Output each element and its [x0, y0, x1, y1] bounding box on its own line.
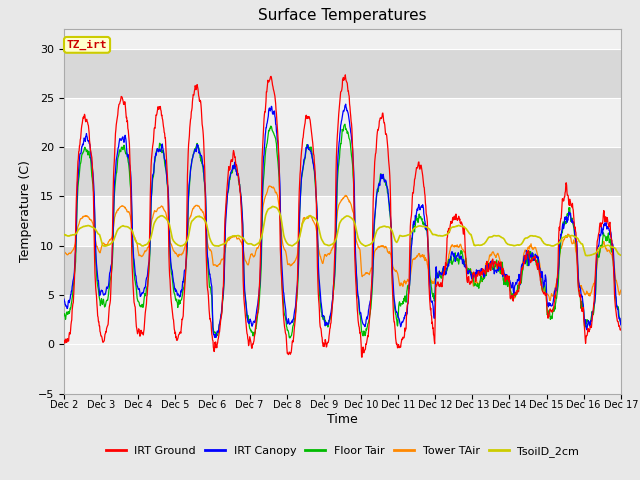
Tower TAir [184, 226, 191, 232]
Tower TAir [170, 248, 178, 254]
IRT Ground [246, 336, 254, 341]
IRT Ground [429, 332, 437, 337]
Floor Tair [246, 326, 254, 332]
Bar [64, 246, 621, 295]
Tower TAir [502, 277, 509, 283]
Line: IRT Canopy: IRT Canopy [64, 104, 621, 337]
Floor Tair [60, 312, 68, 318]
TsoilD_2cm [184, 236, 191, 241]
IRT Canopy [212, 335, 220, 340]
IRT Canopy [246, 318, 254, 324]
Line: Floor Tair: Floor Tair [64, 124, 621, 338]
Floor Tair [429, 295, 437, 301]
Floor Tair [502, 280, 510, 286]
IRT Ground [170, 326, 178, 332]
X-axis label: Time: Time [327, 413, 358, 426]
Bar [64, 147, 621, 196]
TsoilD_2cm [583, 253, 591, 259]
IRT Ground [502, 275, 510, 280]
Floor Tair [341, 121, 349, 127]
TsoilD_2cm [60, 232, 68, 238]
Tower TAir [617, 288, 625, 293]
Tower TAir [552, 285, 559, 290]
TsoilD_2cm [429, 231, 437, 237]
Tower TAir [546, 298, 554, 303]
Title: Surface Temperatures: Surface Temperatures [258, 9, 427, 24]
Line: Tower TAir: Tower TAir [64, 186, 621, 300]
Y-axis label: Temperature (C): Temperature (C) [19, 160, 33, 262]
IRT Ground [552, 295, 559, 300]
IRT Ground [184, 161, 191, 167]
Floor Tair [184, 219, 191, 225]
Tower TAir [60, 248, 68, 254]
TsoilD_2cm [617, 252, 625, 258]
TsoilD_2cm [170, 239, 178, 245]
IRT Canopy [617, 322, 625, 328]
Legend: IRT Ground, IRT Canopy, Floor Tair, Tower TAir, TsoilD_2cm: IRT Ground, IRT Canopy, Floor Tair, Towe… [101, 441, 584, 461]
IRT Canopy [342, 101, 349, 107]
TsoilD_2cm [246, 241, 254, 247]
Line: IRT Ground: IRT Ground [64, 75, 621, 357]
IRT Canopy [184, 214, 191, 220]
TsoilD_2cm [502, 240, 509, 245]
IRT Canopy [60, 296, 68, 302]
IRT Canopy [429, 311, 437, 316]
Tower TAir [429, 280, 437, 286]
IRT Ground [617, 326, 625, 332]
Floor Tair [285, 335, 293, 341]
Floor Tair [170, 290, 178, 296]
Tower TAir [246, 254, 254, 260]
IRT Ground [60, 337, 68, 343]
Floor Tair [617, 318, 625, 324]
Bar [64, 48, 621, 98]
IRT Ground [342, 72, 349, 78]
Line: TsoilD_2cm: TsoilD_2cm [64, 206, 621, 256]
TsoilD_2cm [269, 204, 276, 209]
Floor Tair [552, 301, 559, 307]
Text: TZ_irt: TZ_irt [67, 40, 108, 50]
IRT Canopy [552, 285, 559, 291]
IRT Ground [358, 354, 366, 360]
IRT Canopy [502, 276, 510, 281]
IRT Canopy [170, 283, 178, 288]
Tower TAir [266, 183, 273, 189]
TsoilD_2cm [551, 242, 559, 248]
